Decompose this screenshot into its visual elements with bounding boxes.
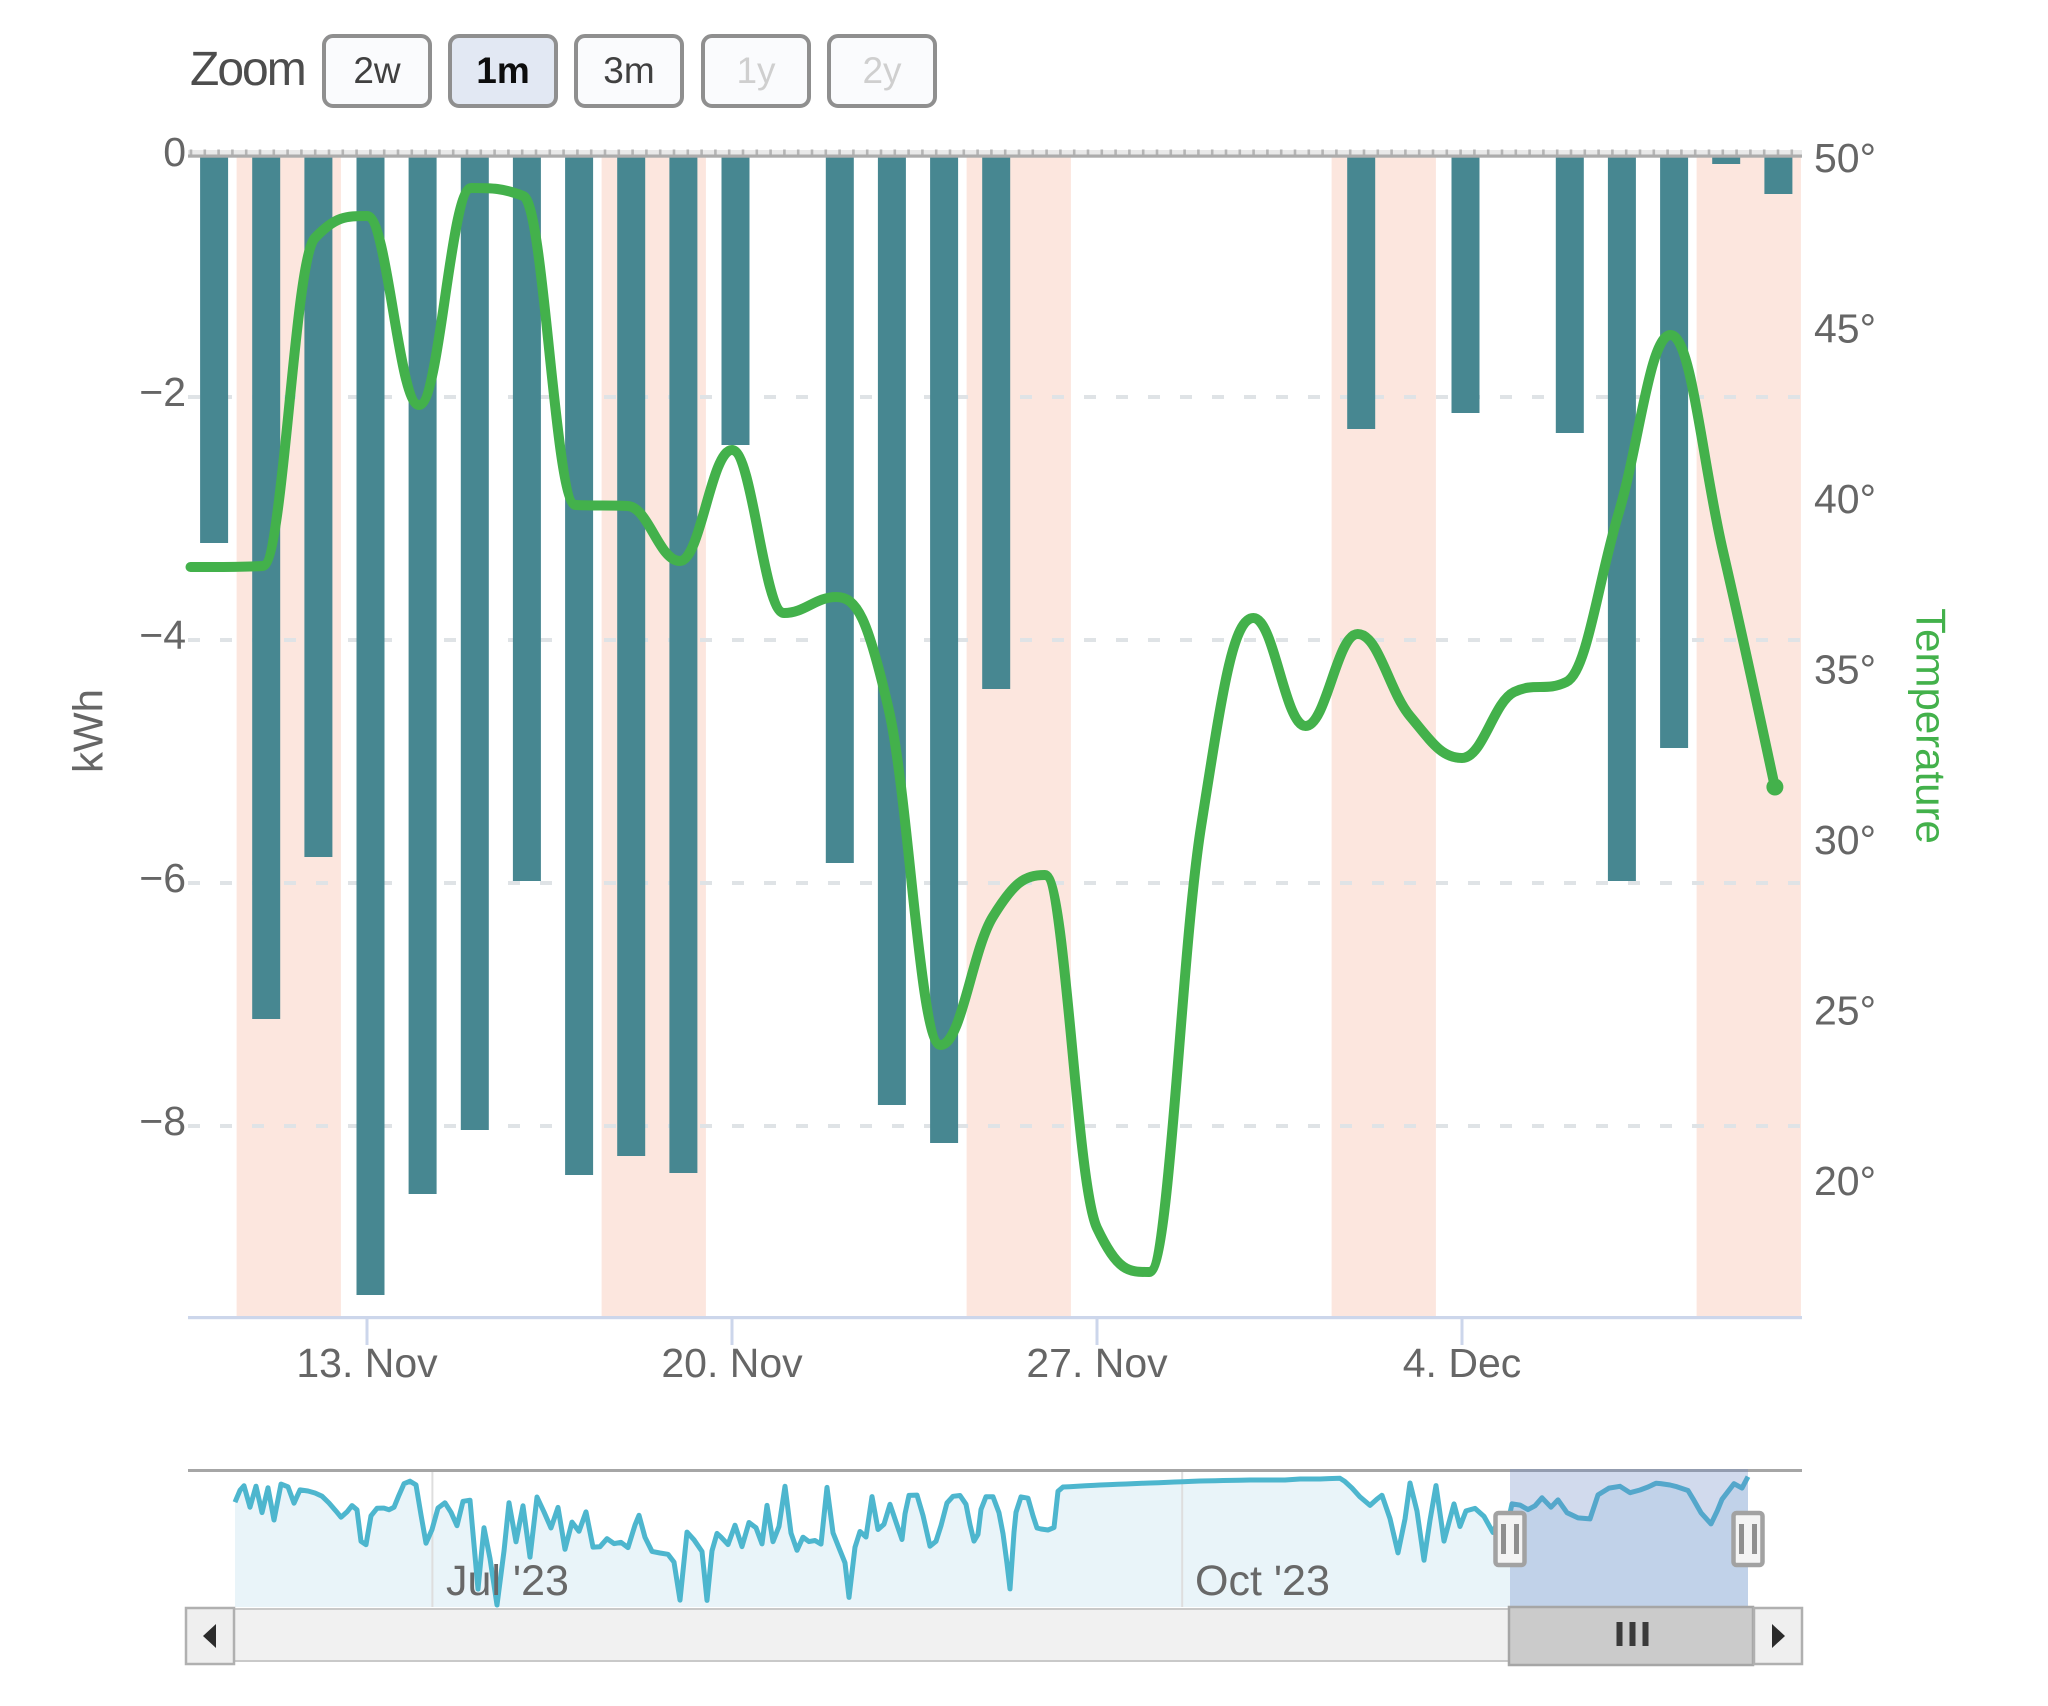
svg-text:−4: −4 — [139, 612, 186, 658]
svg-text:−2: −2 — [139, 369, 186, 415]
svg-text:20. Nov: 20. Nov — [661, 1340, 803, 1386]
svg-text:0: 0 — [163, 129, 186, 175]
svg-text:Jul '23: Jul '23 — [446, 1557, 569, 1605]
svg-text:35°: 35° — [1814, 647, 1876, 693]
svg-text:Oct '23: Oct '23 — [1195, 1557, 1330, 1605]
svg-text:20°: 20° — [1814, 1158, 1876, 1204]
svg-text:30°: 30° — [1814, 817, 1876, 863]
svg-text:−8: −8 — [139, 1098, 186, 1144]
svg-text:27. Nov: 27. Nov — [1026, 1340, 1168, 1386]
svg-text:13. Nov: 13. Nov — [296, 1340, 438, 1386]
svg-text:kWh: kWh — [65, 689, 112, 773]
svg-text:4. Dec: 4. Dec — [1403, 1340, 1522, 1386]
svg-text:45°: 45° — [1814, 306, 1876, 352]
svg-text:−6: −6 — [139, 855, 186, 901]
svg-text:Temperature: Temperature — [1908, 608, 1955, 844]
svg-text:25°: 25° — [1814, 988, 1876, 1034]
svg-text:50°: 50° — [1814, 135, 1876, 181]
svg-text:40°: 40° — [1814, 476, 1876, 522]
